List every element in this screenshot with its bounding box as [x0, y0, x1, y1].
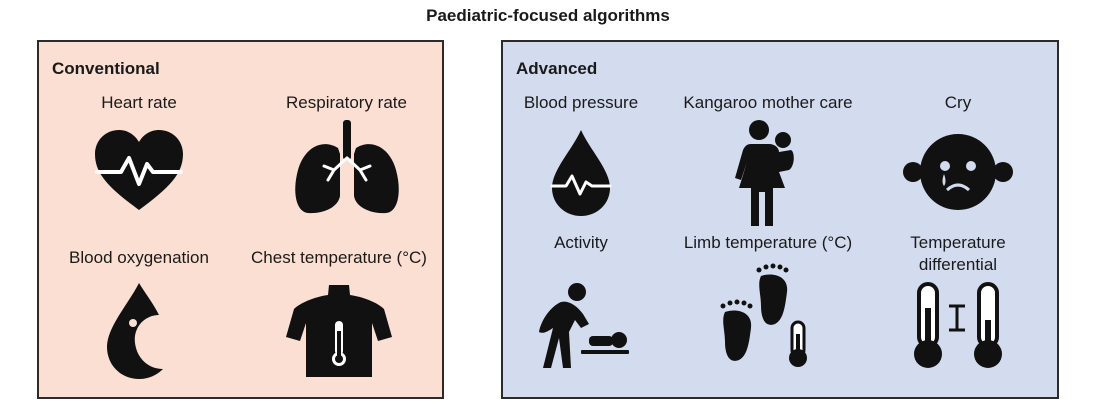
- blood-oxygenation-tile: Blood oxygenation: [49, 247, 229, 381]
- temperature-differential-label-line2: differential: [918, 255, 998, 274]
- diagram-title: Paediatric-focused algorithms: [426, 6, 670, 25]
- kangaroo-care-tile: Kangaroo mother care: [663, 92, 873, 228]
- mother-holding-baby-icon: [735, 120, 794, 226]
- heart-rate-tile: Heart rate: [59, 92, 219, 216]
- limb-temperature-label: Limb temperature (°C): [683, 233, 853, 252]
- blood-pressure-label: Blood pressure: [523, 93, 639, 112]
- kangaroo-care-label: Kangaroo mother care: [683, 93, 853, 112]
- heart-icon: [95, 130, 183, 210]
- respiratory-rate-label: Respiratory rate: [286, 93, 407, 112]
- advanced-panel: Advanced Blood pressure Kangaroo mother …: [501, 40, 1059, 399]
- advanced-heading: Advanced: [516, 59, 598, 78]
- activity-tile: Activity: [511, 232, 651, 372]
- blood-pressure-drop-icon: [550, 130, 612, 216]
- blood-pressure-tile: Blood pressure: [511, 92, 651, 218]
- conventional-heading: Conventional: [52, 59, 160, 78]
- limb-temperature-tile: Limb temperature (°C): [663, 232, 873, 372]
- blood-drop-icon: [107, 283, 163, 379]
- respiratory-rate-tile: Respiratory rate: [259, 92, 434, 215]
- temperature-differential-label-line1: Temperature: [910, 233, 1006, 252]
- chest-temperature-label: Chest temperature (°C): [251, 248, 427, 267]
- conventional-panel: Conventional Heart rate Respiratory rate…: [37, 40, 444, 399]
- cry-label: Cry: [944, 93, 972, 112]
- temperature-differential-tile: Temperature differential: [888, 232, 1028, 372]
- feet-thermometer-icon: [720, 263, 807, 367]
- activity-label: Activity: [554, 233, 608, 252]
- lungs-icon: [294, 120, 399, 214]
- blood-oxygenation-label: Blood oxygenation: [69, 248, 209, 267]
- heart-rate-label: Heart rate: [101, 93, 177, 112]
- chest-temperature-tile: Chest temperature (°C): [239, 247, 439, 378]
- cry-tile: Cry: [888, 92, 1028, 212]
- two-thermometers-icon: [914, 282, 1002, 368]
- crying-face-icon: [903, 134, 1013, 210]
- torso-thermometer-icon: [286, 285, 392, 377]
- caregiver-changing-baby-icon: [539, 283, 629, 368]
